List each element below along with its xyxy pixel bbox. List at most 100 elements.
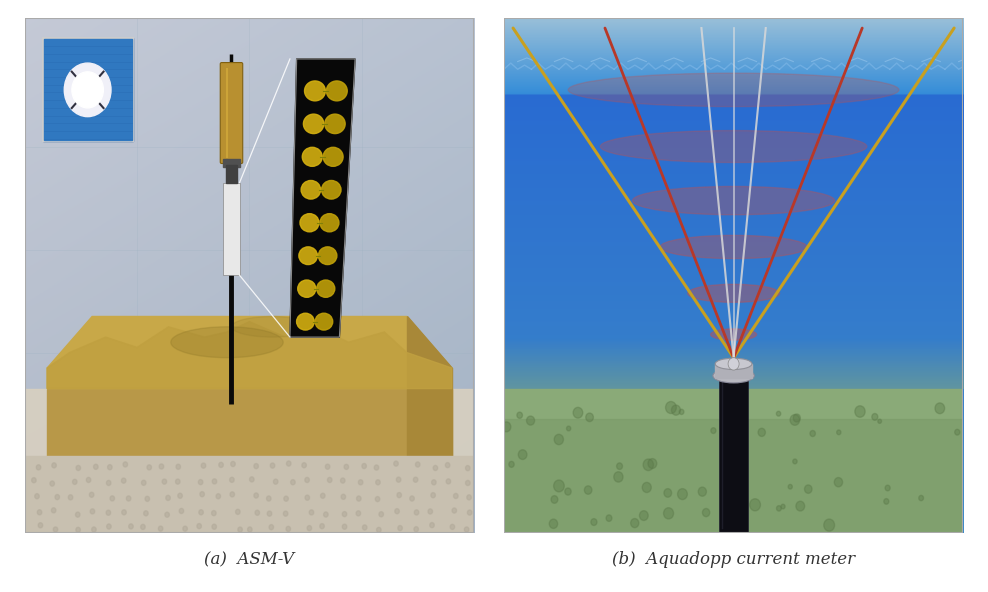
Ellipse shape — [302, 147, 322, 166]
Circle shape — [871, 414, 878, 420]
Circle shape — [302, 496, 306, 501]
Circle shape — [307, 525, 312, 530]
Circle shape — [56, 495, 61, 500]
Bar — [25, 388, 474, 533]
Circle shape — [395, 509, 399, 514]
Circle shape — [200, 481, 204, 487]
Circle shape — [289, 494, 293, 499]
Text: (b)  Aquadopp current meter: (b) Aquadopp current meter — [612, 551, 855, 568]
Circle shape — [272, 463, 276, 468]
Circle shape — [710, 427, 716, 433]
Bar — [223, 159, 239, 167]
Circle shape — [429, 494, 434, 500]
Circle shape — [237, 477, 241, 482]
Bar — [226, 165, 237, 182]
Circle shape — [450, 493, 453, 498]
Circle shape — [158, 464, 162, 469]
Circle shape — [648, 459, 657, 468]
Ellipse shape — [713, 368, 754, 383]
Circle shape — [639, 511, 648, 520]
Ellipse shape — [321, 181, 341, 199]
Circle shape — [177, 493, 181, 498]
Circle shape — [49, 478, 54, 482]
Circle shape — [630, 519, 639, 527]
Polygon shape — [47, 321, 452, 388]
Circle shape — [449, 523, 453, 528]
Circle shape — [393, 526, 398, 530]
Circle shape — [160, 494, 165, 498]
Circle shape — [664, 508, 674, 519]
Ellipse shape — [326, 81, 347, 101]
Bar — [715, 364, 752, 378]
Ellipse shape — [301, 181, 321, 199]
Circle shape — [469, 462, 474, 468]
Circle shape — [551, 496, 558, 503]
Circle shape — [307, 477, 311, 482]
Circle shape — [305, 464, 309, 469]
Circle shape — [107, 507, 111, 513]
Circle shape — [362, 464, 367, 469]
Circle shape — [200, 509, 204, 514]
Circle shape — [777, 411, 781, 416]
Circle shape — [446, 512, 451, 517]
Circle shape — [325, 526, 330, 532]
Circle shape — [758, 428, 766, 436]
Circle shape — [750, 498, 761, 511]
Circle shape — [356, 510, 360, 515]
Circle shape — [449, 461, 453, 466]
Circle shape — [726, 403, 731, 409]
Circle shape — [88, 481, 93, 486]
Circle shape — [237, 492, 242, 497]
Circle shape — [140, 492, 145, 497]
Circle shape — [430, 462, 434, 467]
Circle shape — [810, 430, 815, 436]
Circle shape — [792, 459, 797, 464]
FancyBboxPatch shape — [220, 63, 243, 163]
Bar — [504, 388, 963, 533]
Bar — [42, 38, 132, 141]
Circle shape — [341, 477, 346, 482]
Circle shape — [429, 478, 434, 484]
Ellipse shape — [660, 236, 807, 259]
Circle shape — [954, 429, 960, 435]
Circle shape — [34, 508, 39, 513]
Circle shape — [303, 510, 307, 515]
Circle shape — [345, 492, 349, 497]
Circle shape — [738, 452, 742, 456]
Ellipse shape — [688, 284, 780, 303]
Circle shape — [519, 450, 527, 459]
Circle shape — [777, 506, 782, 511]
Circle shape — [702, 509, 709, 517]
Circle shape — [379, 524, 383, 529]
Circle shape — [323, 507, 328, 513]
Circle shape — [790, 414, 799, 425]
Ellipse shape — [317, 280, 335, 297]
Bar — [719, 376, 748, 533]
Circle shape — [398, 461, 403, 466]
Circle shape — [39, 527, 42, 532]
Bar — [223, 182, 239, 275]
Circle shape — [184, 464, 188, 468]
Circle shape — [359, 494, 364, 498]
Ellipse shape — [715, 358, 752, 369]
Circle shape — [219, 527, 223, 533]
Circle shape — [64, 63, 111, 117]
Circle shape — [160, 477, 164, 482]
Circle shape — [53, 527, 58, 532]
Circle shape — [679, 409, 684, 414]
Circle shape — [124, 508, 128, 513]
Circle shape — [793, 414, 800, 422]
Circle shape — [250, 511, 254, 516]
Circle shape — [877, 419, 881, 423]
Circle shape — [566, 426, 571, 431]
Circle shape — [232, 524, 237, 529]
Circle shape — [837, 430, 841, 435]
Circle shape — [201, 494, 206, 499]
Ellipse shape — [315, 313, 333, 330]
Circle shape — [285, 512, 289, 517]
Circle shape — [678, 488, 688, 500]
Circle shape — [452, 477, 456, 481]
Circle shape — [413, 510, 418, 515]
Ellipse shape — [601, 131, 866, 162]
Circle shape — [781, 504, 785, 509]
